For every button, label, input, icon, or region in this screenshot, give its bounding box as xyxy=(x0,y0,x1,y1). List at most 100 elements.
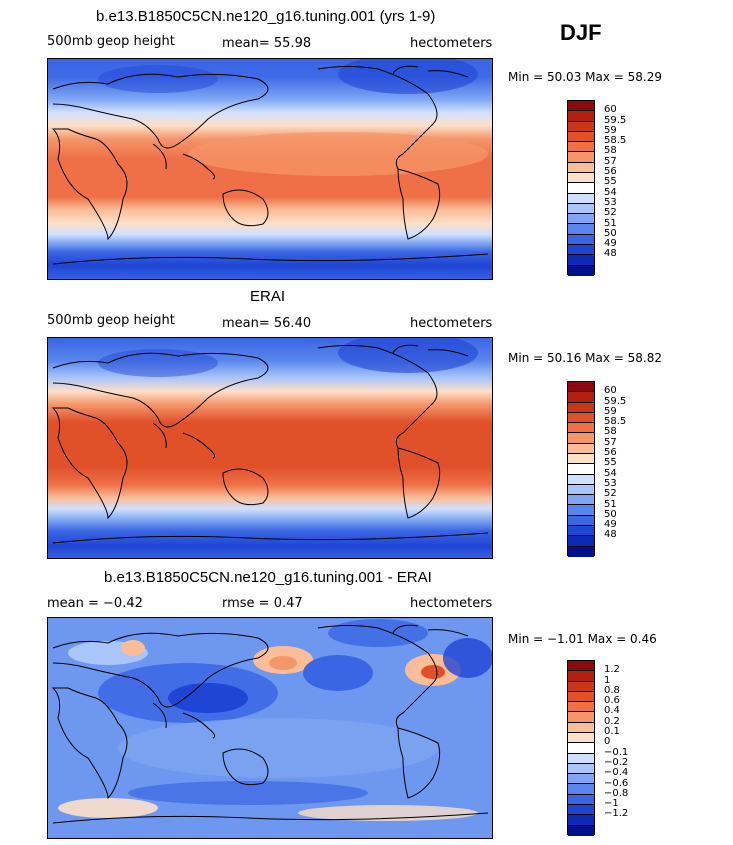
colorbar-swatch xyxy=(568,774,594,785)
colorbar-tick-label: 59 xyxy=(604,405,617,417)
colorbar-tick-label: 0.1 xyxy=(604,726,620,738)
colorbar-tick-label: 54 xyxy=(604,186,617,198)
colorbar-tick-label: −0.6 xyxy=(604,777,629,789)
colorbar-tick-label: 54 xyxy=(604,467,617,479)
colorbar-tick-label: 59.5 xyxy=(604,114,627,126)
colorbar-swatch xyxy=(568,525,594,537)
panel2-colorbar xyxy=(567,381,595,557)
colorbar-swatch xyxy=(568,691,594,703)
colorbar-swatch xyxy=(568,794,594,805)
colorbar-tick-label: −1 xyxy=(604,798,619,810)
colorbar-swatch xyxy=(568,433,594,444)
colorbar-tick-label: 57 xyxy=(604,436,617,448)
panel2-minmax: Min = 50.16 Max = 58.82 xyxy=(508,351,662,365)
colorbar-swatch xyxy=(568,702,594,713)
colorbar-swatch xyxy=(568,255,594,266)
colorbar-tick-label: 0.2 xyxy=(604,715,620,727)
colorbar-tick-label: 0.8 xyxy=(604,684,620,696)
panel1-title: b.e13.B1850C5CN.ne120_g16.tuning.001 (yr… xyxy=(96,8,436,25)
colorbar-tick-label: 48 xyxy=(604,529,617,541)
colorbar-tick-label: 51 xyxy=(604,217,617,229)
colorbar-swatch xyxy=(568,722,594,733)
panel2-variable-label: 500mb geop height xyxy=(47,313,175,328)
colorbar-swatch xyxy=(568,111,594,122)
colorbar-swatch xyxy=(568,743,594,754)
colorbar-swatch xyxy=(568,815,594,826)
colorbar-swatch xyxy=(568,392,594,403)
colorbar-swatch xyxy=(568,784,594,795)
panel1-mean-label: mean= 55.98 xyxy=(222,36,312,51)
colorbar-tick-label: −0.4 xyxy=(604,767,629,779)
colorbar-swatch xyxy=(568,382,594,393)
panel2-mean-label: mean= 56.40 xyxy=(222,316,312,331)
colorbar-tick-label: 58 xyxy=(604,145,617,157)
colorbar-tick-label: 59 xyxy=(604,124,617,136)
colorbar-swatch xyxy=(568,732,594,744)
colorbar-tick-label: 56 xyxy=(604,166,617,178)
colorbar-swatch xyxy=(568,495,594,506)
panel3-rmse-label: rmse = 0.47 xyxy=(222,596,303,611)
colorbar-tick-label: 1 xyxy=(604,674,611,686)
colorbar-tick-label: 50 xyxy=(604,508,617,520)
colorbar-tick-label: −1.2 xyxy=(604,808,629,820)
colorbar-swatch xyxy=(568,453,594,465)
colorbar-tick-label: 60 xyxy=(604,385,617,397)
colorbar-swatch xyxy=(568,546,594,557)
colorbar-swatch xyxy=(568,193,594,204)
colorbar-tick-label: −0.8 xyxy=(604,787,629,799)
colorbar-tick-label: 53 xyxy=(604,196,617,208)
colorbar-swatch xyxy=(568,804,594,816)
colorbar-swatch xyxy=(568,505,594,516)
panel3-colorbar xyxy=(567,660,595,836)
panel3-units-label: hectometers xyxy=(410,596,493,611)
colorbar-swatch xyxy=(568,825,594,836)
colorbar-tick-label: 55 xyxy=(604,457,617,469)
colorbar-swatch xyxy=(568,423,594,434)
colorbar-tick-label: 60 xyxy=(604,104,617,116)
colorbar-tick-label: 52 xyxy=(604,488,617,500)
colorbar-swatch xyxy=(568,443,594,454)
colorbar-swatch xyxy=(568,131,594,143)
colorbar-swatch xyxy=(568,162,594,173)
colorbar-tick-label: 58.5 xyxy=(604,135,627,147)
colorbar-swatch xyxy=(568,402,594,413)
colorbar-tick-label: 0.4 xyxy=(604,705,620,717)
colorbar-tick-label: 59.5 xyxy=(604,395,627,407)
colorbar-swatch xyxy=(568,265,594,276)
colorbar-swatch xyxy=(568,474,594,485)
colorbar-swatch xyxy=(568,121,594,132)
panel3-mean-label: mean = −0.42 xyxy=(47,596,143,611)
colorbar-swatch xyxy=(568,671,594,682)
panel2-units-label: hectometers xyxy=(410,316,493,331)
colorbar-tick-label: 1.2 xyxy=(604,664,620,676)
panel3-title: b.e13.B1850C5CN.ne120_g16.tuning.001 - E… xyxy=(104,569,432,586)
colorbar-tick-label: 49 xyxy=(604,519,617,531)
colorbar-swatch xyxy=(568,661,594,672)
colorbar-swatch xyxy=(568,234,594,245)
colorbar-swatch xyxy=(568,681,594,692)
colorbar-swatch xyxy=(568,152,594,163)
colorbar-swatch xyxy=(568,172,594,184)
colorbar-tick-label: 50 xyxy=(604,227,617,239)
colorbar-tick-label: 53 xyxy=(604,477,617,489)
colorbar-swatch xyxy=(568,712,594,723)
colorbar-swatch xyxy=(568,203,594,215)
panel1-minmax: Min = 50.03 Max = 58.29 xyxy=(508,70,662,84)
colorbar-tick-label: 48 xyxy=(604,248,617,260)
colorbar-tick-label: 51 xyxy=(604,498,617,510)
panel2-title: ERAI xyxy=(250,288,286,305)
colorbar-swatch xyxy=(568,515,594,526)
season-label: DJF xyxy=(560,20,602,45)
colorbar-swatch xyxy=(568,224,594,235)
colorbar-swatch xyxy=(568,101,594,112)
panel1-variable-label: 500mb geop height xyxy=(47,34,175,49)
colorbar-swatch xyxy=(568,536,594,547)
panel3-minmax: Min = −1.01 Max = 0.46 xyxy=(508,632,657,646)
colorbar-tick-label: 58 xyxy=(604,426,617,438)
colorbar-swatch xyxy=(568,244,594,256)
panel2-map xyxy=(47,337,493,559)
colorbar-tick-label: 0 xyxy=(604,736,611,748)
colorbar-swatch xyxy=(568,412,594,424)
panel1-map xyxy=(47,58,493,280)
colorbar-tick-label: 52 xyxy=(604,207,617,219)
